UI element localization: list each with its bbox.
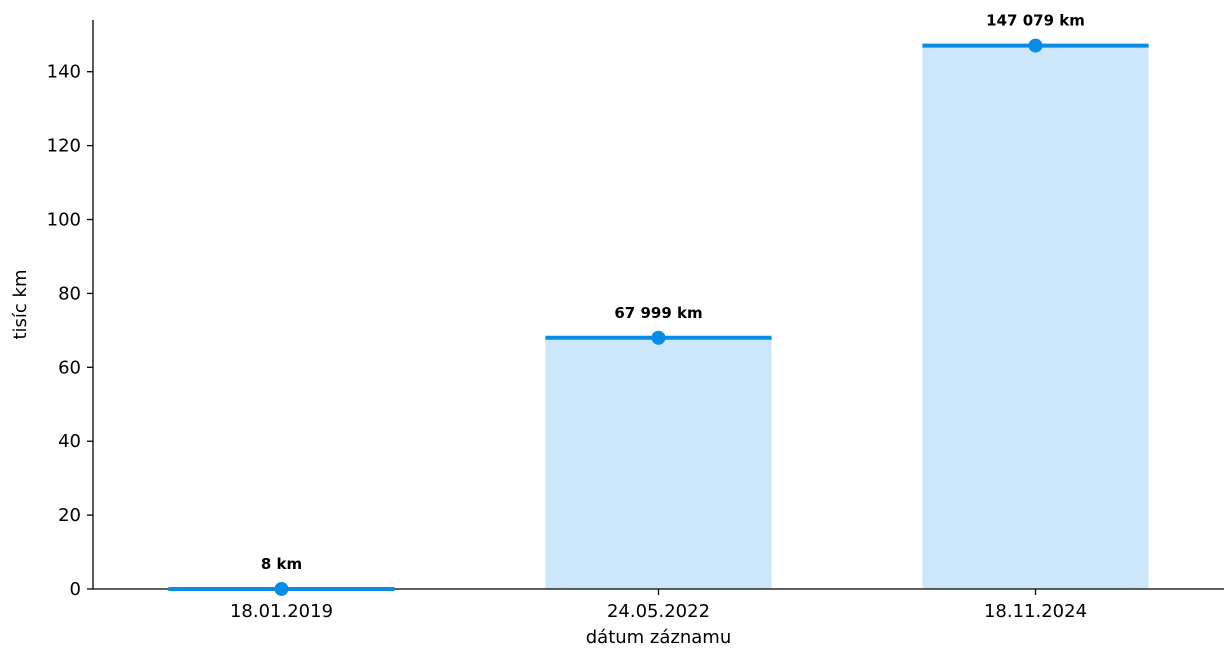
y-tick-label-1: 20 [58, 505, 81, 526]
labels-layer: 8 km 67 999 km 147 079 km [261, 12, 1085, 573]
y-axis-title: tisíc km [10, 269, 31, 339]
marks-layer [168, 38, 1149, 596]
data-label-2: 147 079 km [986, 12, 1085, 30]
data-label-0: 8 km [261, 555, 302, 573]
bar-2 [922, 45, 1149, 589]
value-marker-1 [651, 330, 666, 345]
bar-1 [545, 337, 772, 589]
x-tick-label-0: 18.01.2019 [230, 601, 333, 622]
data-label-1: 67 999 km [614, 304, 702, 322]
y-tick-label-0: 0 [70, 579, 81, 600]
value-marker-2 [1028, 38, 1043, 53]
x-tick-label-1: 24.05.2022 [607, 601, 710, 622]
bars-layer [168, 45, 1149, 589]
x-axis-title: dátum záznamu [586, 627, 732, 648]
x-tick-label-2: 18.11.2024 [984, 601, 1087, 622]
y-tick-label-3: 60 [58, 357, 81, 378]
y-tick-label-4: 80 [58, 283, 81, 304]
y-tick-label-5: 100 [47, 210, 81, 231]
value-marker-0 [274, 581, 289, 596]
y-tick-label-2: 40 [58, 431, 81, 452]
axes-layer: 0 20 40 60 80 100 120 140 18.01.2019 24.05.2022 18… [47, 20, 1224, 622]
y-tick-label-6: 120 [47, 136, 81, 157]
y-tick-label-7: 140 [47, 62, 81, 83]
